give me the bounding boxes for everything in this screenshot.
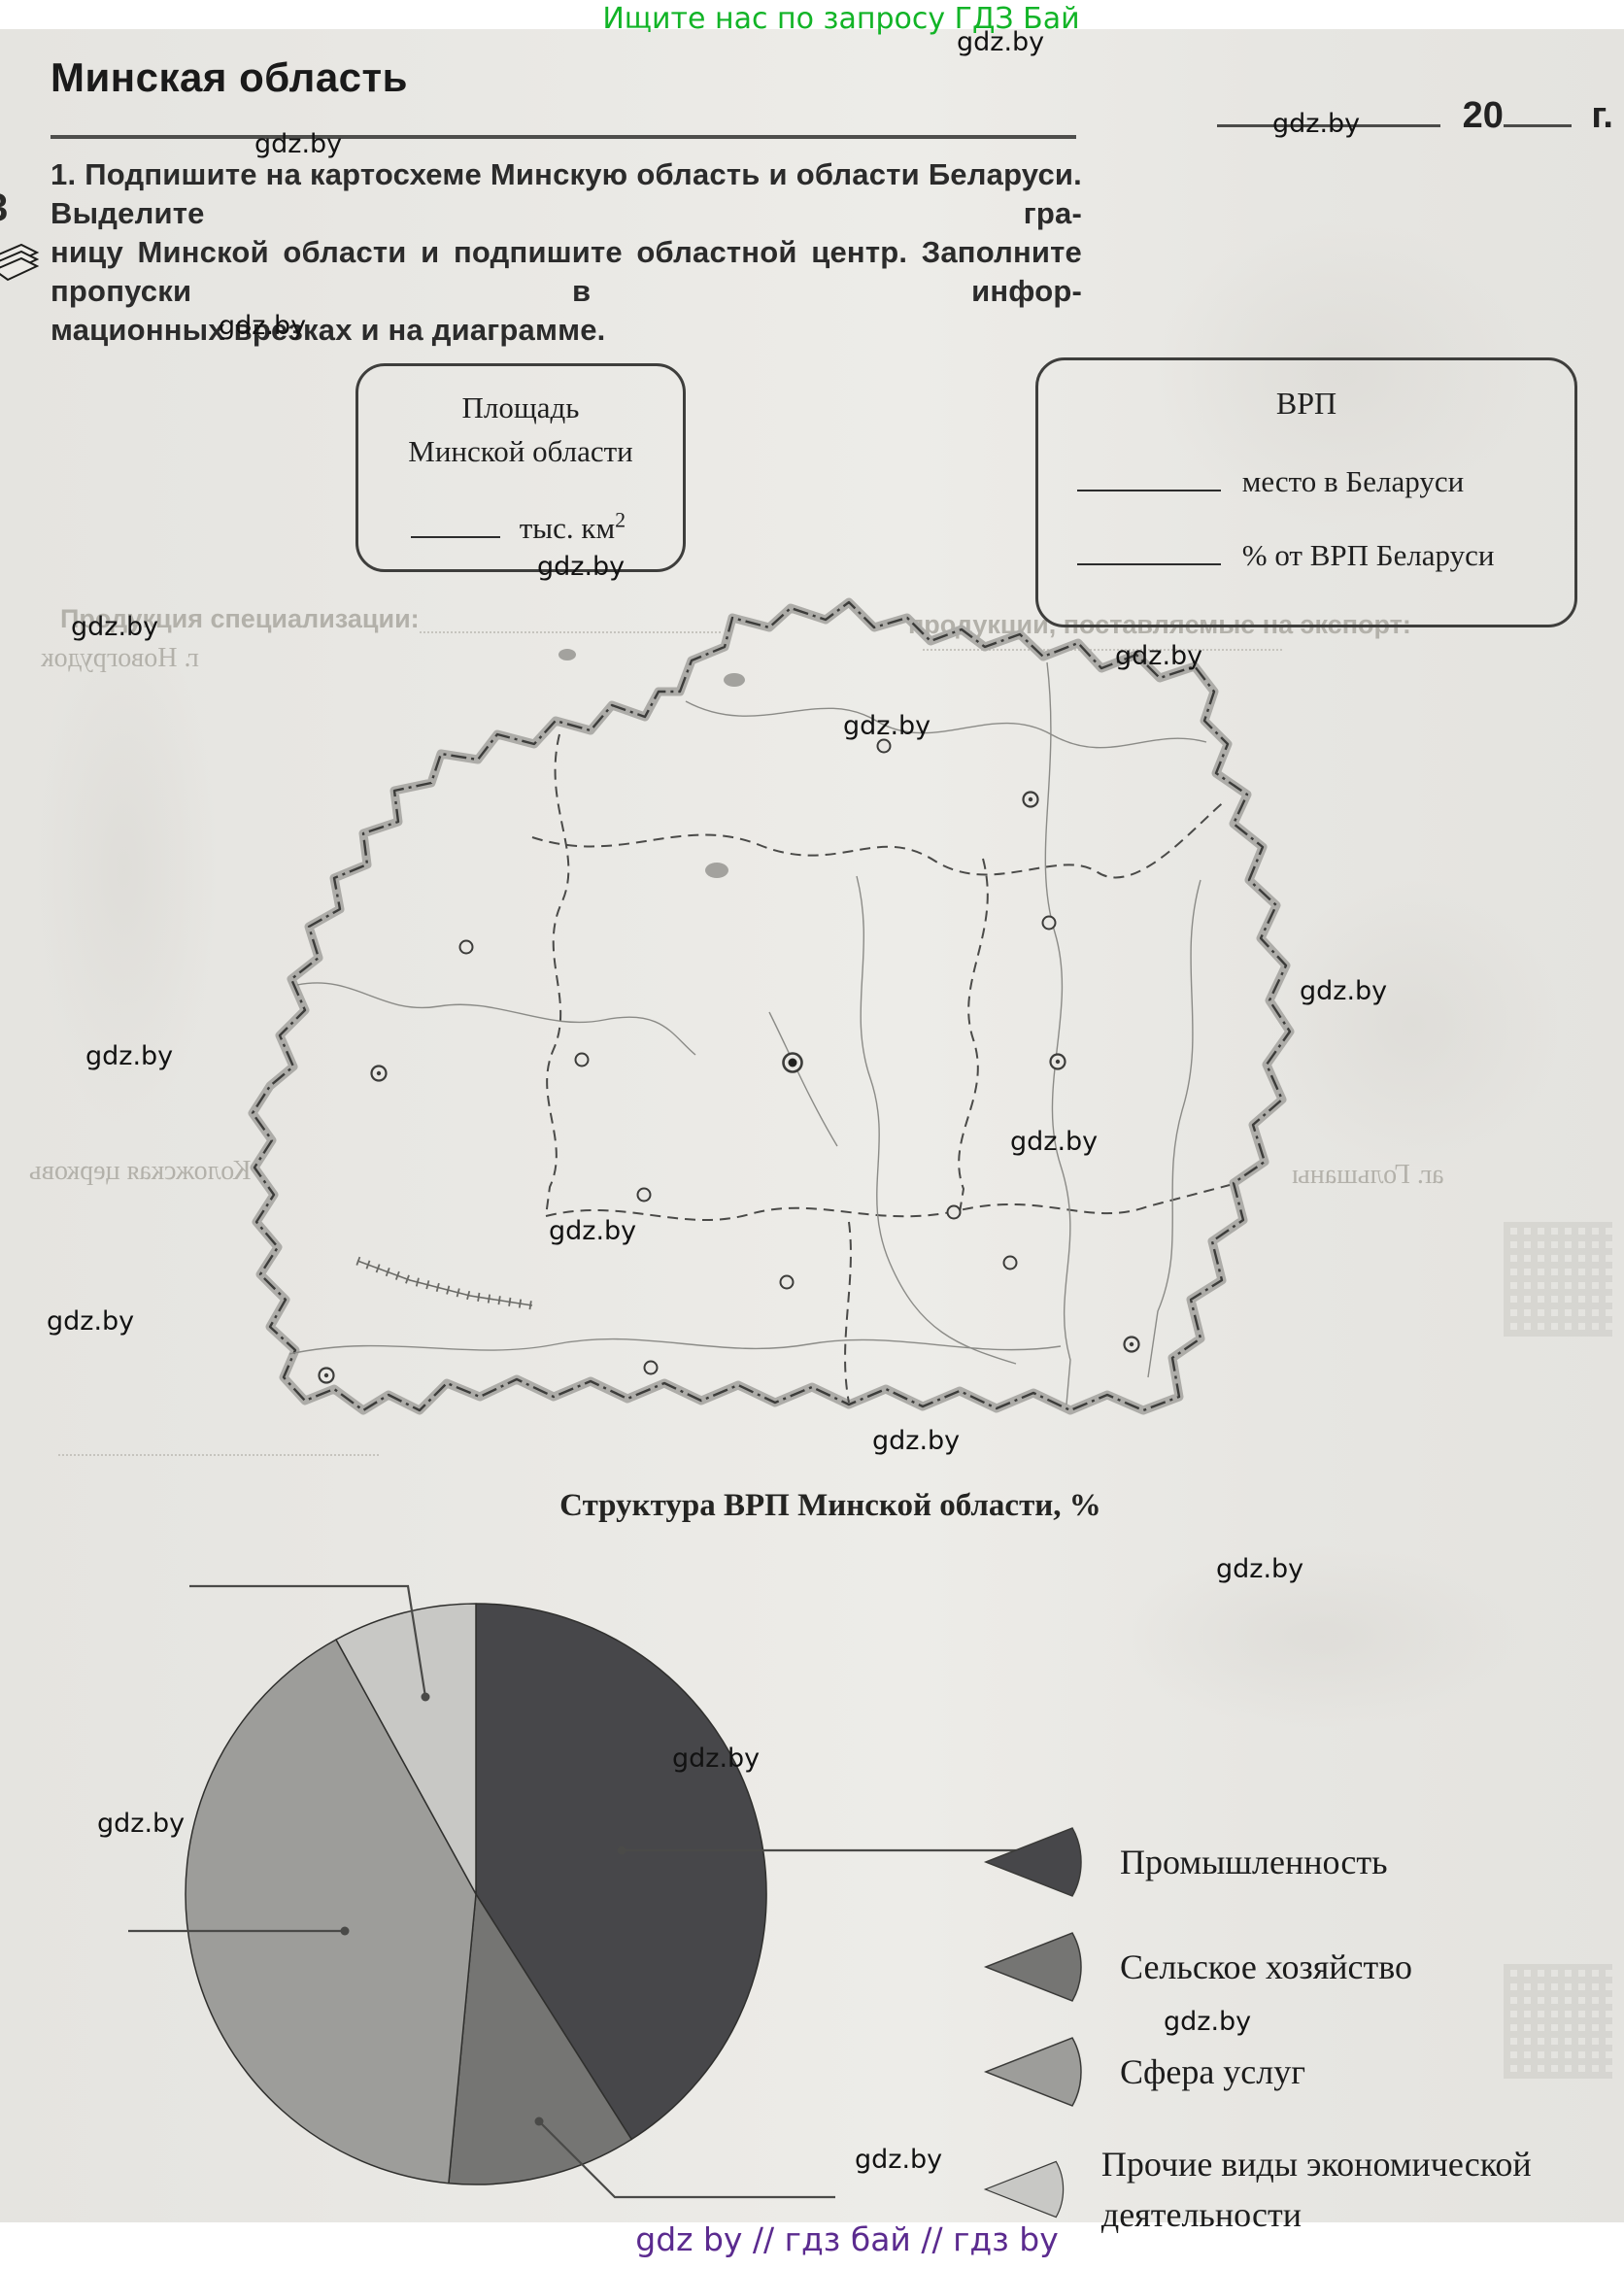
gdz-watermark: gdz.by bbox=[47, 1306, 135, 1337]
grp-row-1-label: место в Беларуси bbox=[1241, 464, 1465, 498]
town-markers bbox=[458, 738, 1057, 1375]
date-suffix: г. bbox=[1591, 95, 1613, 136]
gdz-watermark: gdz.by bbox=[549, 1216, 637, 1246]
date-prefix: 20 bbox=[1462, 95, 1504, 136]
legend-row: Сельское хозяйство bbox=[983, 1929, 1624, 2005]
task-number: 1. bbox=[51, 157, 77, 191]
legend-wedge-icon bbox=[983, 1932, 1082, 2002]
year-blank-line bbox=[1503, 124, 1572, 127]
gdz-watermark: gdz.by bbox=[1164, 2007, 1252, 2037]
area-box-title-1: Площадь bbox=[461, 390, 580, 424]
gdz-watermark: gdz.by bbox=[71, 612, 159, 642]
ghost-qr-code bbox=[1504, 1222, 1612, 1337]
ghost-text-mirrored: аг. Гольшаны bbox=[1292, 1160, 1444, 1190]
title-rule bbox=[51, 135, 1076, 139]
area-fill-row: тыс. км2 bbox=[411, 508, 683, 546]
task-line-2: ницу Минской области и подпишите областн… bbox=[51, 235, 1082, 308]
ghost-writing-line bbox=[420, 631, 721, 633]
grp-infobox: ВРП место в Беларуси % от ВРП Беларуси bbox=[1035, 357, 1577, 627]
rivers bbox=[288, 661, 1207, 1405]
legend-row: Сфера услуг bbox=[983, 2034, 1624, 2110]
gdz-watermark: gdz.by bbox=[672, 1744, 761, 1774]
area-infobox: Площадь Минской области тыс. км2 bbox=[355, 363, 686, 572]
write-task-icon bbox=[0, 231, 41, 292]
ghost-photo-block bbox=[0, 529, 248, 1209]
ghost-text-mirrored: Коложская церковь bbox=[29, 1156, 252, 1186]
ghost-writing-line bbox=[58, 1454, 379, 1456]
ghost-qr-code bbox=[1504, 1964, 1612, 2079]
gdz-watermark: gdz.by bbox=[957, 27, 1045, 57]
ghost-writing-line bbox=[923, 649, 1282, 651]
gdz-watermark: gdz.by bbox=[1272, 109, 1361, 139]
task-line-1: Подпишите на картосхеме Минскую область … bbox=[51, 157, 1082, 230]
canal-hatch-mark bbox=[355, 1256, 533, 1310]
area-unit-exponent: 2 bbox=[615, 508, 626, 532]
ghost-text-mirrored: г. Новогрудок bbox=[41, 643, 199, 673]
legend-wedge-icon bbox=[983, 2037, 1082, 2107]
page-title: Минская область bbox=[51, 54, 408, 100]
chart-title: Структура ВРП Минской области, % bbox=[559, 1488, 1101, 1523]
grp-blank-line-1 bbox=[1077, 490, 1221, 491]
gdz-watermark: gdz.by bbox=[1115, 641, 1203, 671]
city-markers bbox=[318, 738, 1140, 1384]
lakes bbox=[558, 649, 745, 878]
gdz-watermark: gdz.by bbox=[872, 1426, 961, 1456]
gdz-watermark: gdz.by bbox=[1300, 976, 1388, 1006]
date-fill-in: 20 г. bbox=[1217, 95, 1613, 137]
legend-label: Сфера услуг bbox=[1120, 2051, 1306, 2091]
legend-label: Промышленность bbox=[1120, 1842, 1388, 1881]
grp-box-title: ВРП bbox=[1275, 386, 1337, 421]
country-border bbox=[248, 597, 1295, 1415]
grp-blank-line-2 bbox=[1077, 563, 1221, 565]
date-blank-line bbox=[1217, 124, 1440, 127]
oblast-center-markers bbox=[318, 791, 1140, 1384]
gdz-watermark: gdz.by bbox=[537, 552, 626, 582]
ghost-photo-block bbox=[1093, 170, 1598, 578]
gdz-watermark: gdz.by bbox=[1010, 1127, 1099, 1157]
gdz-watermark: gdz.by bbox=[254, 129, 343, 159]
legend-wedge-icon bbox=[983, 2160, 1065, 2218]
legend-label: Прочие виды экономической деятельности bbox=[1100, 2145, 1532, 2235]
task-line-3: мационных врезках и на диаграмме. bbox=[51, 313, 606, 347]
grp-fill-row-2: % от ВРП Беларуси bbox=[1077, 538, 1574, 573]
top-site-banner: Ищите нас по запросу ГДЗ Бай bbox=[602, 2, 1080, 36]
bottom-site-banner: gdz by // гдз бай // гдз by bbox=[635, 2220, 1059, 2258]
oblast-borders bbox=[531, 733, 1231, 1404]
task-1-text: 1. Подпишите на картосхеме Минскую облас… bbox=[51, 155, 1082, 350]
ghost-text-left-header: Продукция специализации: bbox=[60, 604, 420, 633]
grp-fill-row-1: место в Беларуси bbox=[1077, 464, 1574, 499]
gdz-watermark: gdz.by bbox=[97, 1809, 186, 1839]
grp-row-2-label: % от ВРП Беларуси bbox=[1241, 538, 1495, 572]
area-blank-line bbox=[411, 536, 500, 539]
legend-row: Промышленность bbox=[983, 1824, 1624, 1900]
ghost-photo-block bbox=[1049, 1515, 1593, 1758]
gdz-watermark: gdz.by bbox=[843, 711, 931, 741]
minsk-capital-marker bbox=[782, 1052, 803, 1073]
margin-page-digit: 3 bbox=[0, 186, 8, 230]
area-unit: тыс. км2 bbox=[519, 508, 626, 546]
legend-row: Прочие виды экономической деятельности bbox=[983, 2139, 1624, 2240]
belarus-contour-map bbox=[248, 597, 1295, 1415]
gdz-watermark: gdz.by bbox=[85, 1041, 174, 1071]
legend-wedge-icon bbox=[983, 1827, 1082, 1897]
gdz-watermark: gdz.by bbox=[1216, 1554, 1304, 1584]
gdz-watermark: gdz.by bbox=[219, 311, 307, 341]
gdz-watermark: gdz.by bbox=[855, 2145, 943, 2175]
legend-label: Сельское хозяйство bbox=[1120, 1947, 1413, 1986]
pie-legend: Промышленность Сельское хозяйство Сфера … bbox=[983, 1824, 1624, 2240]
area-box-title-2: Минской области bbox=[408, 434, 633, 468]
